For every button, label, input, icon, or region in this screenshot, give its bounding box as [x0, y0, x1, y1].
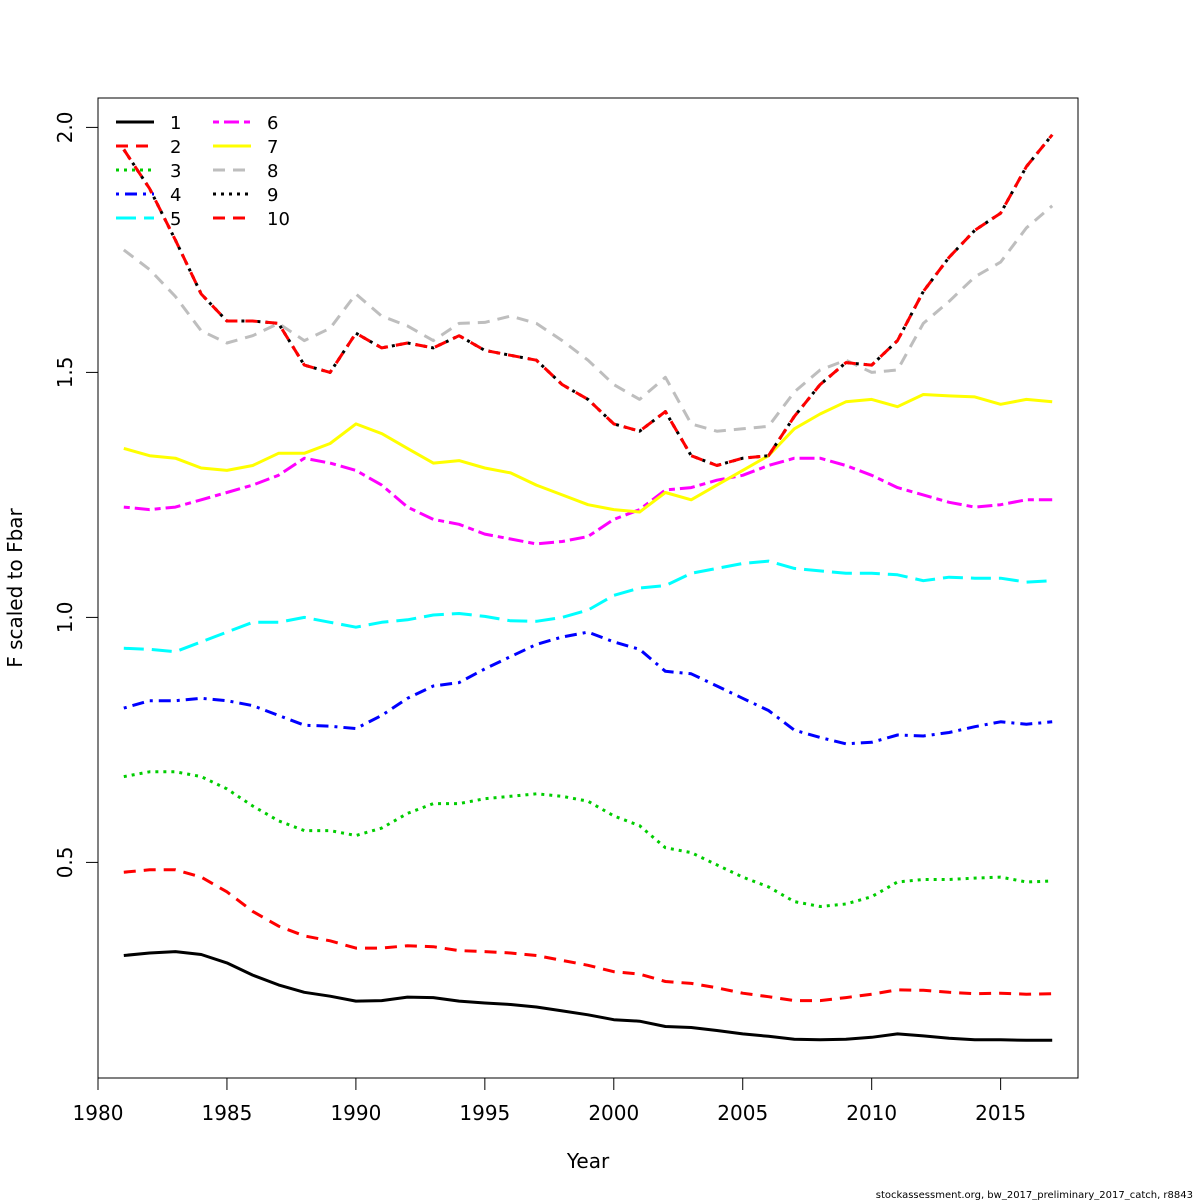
- series-line-9: [122, 133, 1054, 467]
- legend-label-1: 1: [170, 113, 181, 134]
- series-line-1: [123, 950, 1053, 1042]
- series-line-4: [123, 630, 1053, 746]
- series-line-8: [122, 204, 1054, 433]
- x-tick-label: 1990: [330, 1101, 381, 1125]
- y-tick-label: 0.5: [53, 846, 77, 878]
- x-tick-label: 2010: [846, 1101, 897, 1125]
- legend: 1 2 3 4 5 6 7 8 9 10: [116, 113, 290, 230]
- y-tick-label: 1.0: [53, 601, 77, 633]
- legend-label-5: 5: [170, 209, 181, 230]
- x-tick-label: 2015: [975, 1101, 1026, 1125]
- y-axis: 0.5 1.0 1.5 2.0: [53, 111, 99, 878]
- legend-label-3: 3: [170, 161, 181, 182]
- footer-credit: stockassessment.org, bw_2017_preliminary…: [876, 1190, 1193, 1200]
- legend-label-9: 9: [267, 185, 278, 206]
- series-line-10: [122, 133, 1054, 467]
- x-axis: 1980 1985 1990 1995 2000 2005 2010 2015: [73, 1077, 1026, 1125]
- legend-label-10: 10: [267, 209, 290, 230]
- legend-label-4: 4: [170, 185, 181, 206]
- x-tick-label: 1980: [73, 1101, 124, 1125]
- series-line-7: [123, 393, 1053, 514]
- legend-label-2: 2: [170, 137, 181, 158]
- x-tick-label: 2000: [588, 1101, 639, 1125]
- y-tick-label: 1.5: [53, 356, 77, 388]
- x-tick-label: 1985: [201, 1101, 252, 1125]
- series-line-5: [123, 559, 1053, 654]
- x-tick-label: 2005: [717, 1101, 768, 1125]
- x-axis-title: Year: [566, 1149, 610, 1173]
- y-axis-title: F scaled to Fbar: [3, 507, 27, 667]
- series-line-2: [123, 868, 1053, 1003]
- x-tick-label: 1995: [459, 1101, 510, 1125]
- series-line-6: [123, 456, 1053, 546]
- legend-label-8: 8: [267, 161, 278, 182]
- y-tick-label: 2.0: [53, 111, 77, 143]
- legend-label-7: 7: [267, 137, 278, 158]
- plot-frame: [97, 97, 1079, 1079]
- legend-label-6: 6: [267, 113, 278, 134]
- series-line-3: [123, 770, 1053, 908]
- series-layer: [122, 133, 1054, 1042]
